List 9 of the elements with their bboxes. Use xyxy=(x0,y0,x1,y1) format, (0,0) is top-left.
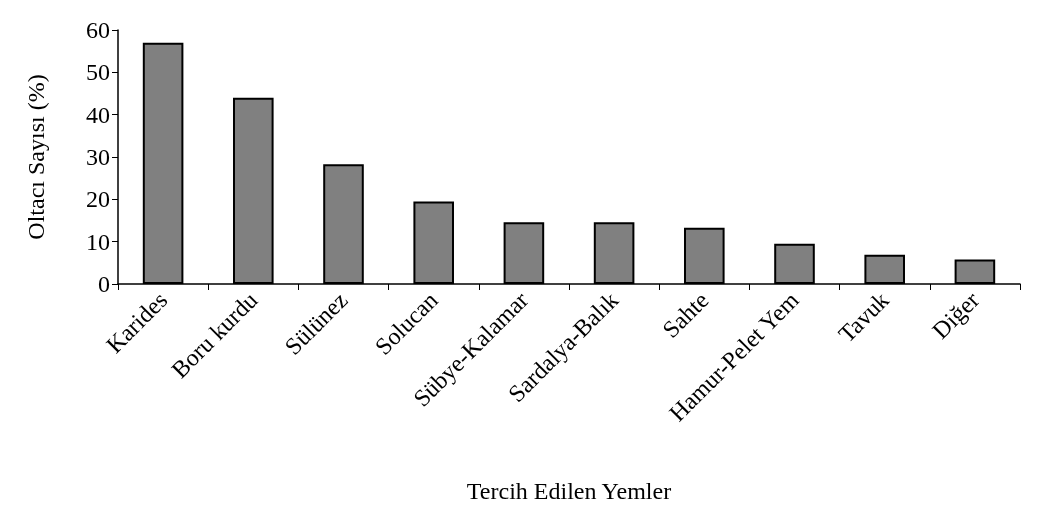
y-axis-title: Oltacı Sayısı (%) xyxy=(23,74,49,240)
y-tick-label: 30 xyxy=(86,144,110,170)
y-tick-label: 60 xyxy=(86,17,110,43)
x-axis-title: Tercih Edilen Yemler xyxy=(466,478,672,504)
y-tick-label: 10 xyxy=(86,228,110,255)
y-tick-label: 40 xyxy=(86,101,110,128)
y-tick-label: 50 xyxy=(86,59,110,86)
y-tick-label: 0 xyxy=(98,271,110,297)
y-tick-label: 20 xyxy=(86,186,110,213)
